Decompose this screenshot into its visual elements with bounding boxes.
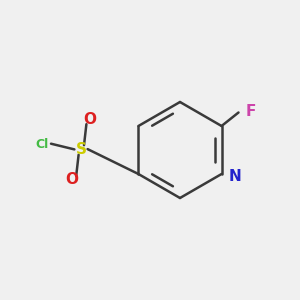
Text: O: O — [83, 112, 97, 128]
Text: N: N — [228, 169, 241, 184]
Text: S: S — [76, 142, 86, 158]
Text: O: O — [65, 172, 79, 188]
Text: F: F — [246, 103, 256, 118]
Text: Cl: Cl — [35, 137, 49, 151]
